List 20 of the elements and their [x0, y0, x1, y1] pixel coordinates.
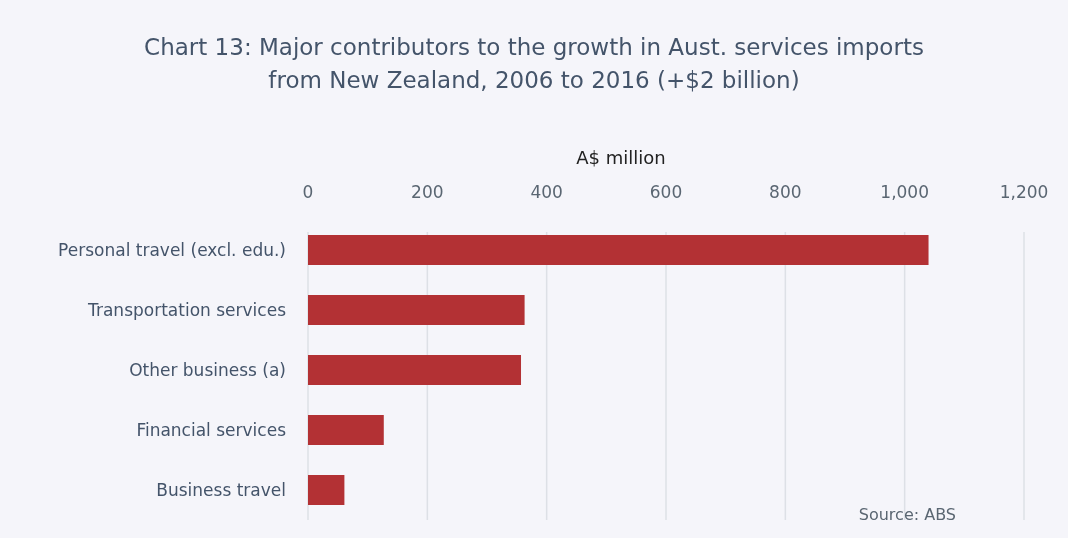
- x-tick-label: 600: [649, 182, 683, 202]
- bar: [308, 295, 525, 325]
- bar: [308, 415, 384, 445]
- y-tick-label: Transportation services: [87, 299, 287, 320]
- annotation: Source: ABS: [858, 505, 956, 524]
- y-tick-label: Business travel: [156, 479, 286, 500]
- x-tick-label: 1,000: [880, 182, 929, 202]
- x-tick-label: 200: [411, 182, 444, 202]
- chart-title: Chart 13: Major contributors to the growth in Aust. services imports from New Zealand, 2006 to 2016 (+$2 billion): [144, 34, 924, 93]
- x-tick-label: 800: [769, 182, 802, 202]
- bar: [308, 235, 929, 265]
- x-tick-label: 1,200: [999, 182, 1049, 202]
- y-tick-label: Other business (a): [129, 359, 286, 380]
- x-tick-label: 400: [530, 182, 563, 202]
- x-tick-label: 0: [302, 182, 314, 202]
- bar: [308, 355, 522, 385]
- bar: [308, 475, 345, 505]
- x-axis-title: A$ million: [576, 147, 666, 168]
- y-tick-label: Financial services: [136, 419, 287, 440]
- y-tick-label: Personal travel (excl. edu.): [58, 239, 286, 260]
